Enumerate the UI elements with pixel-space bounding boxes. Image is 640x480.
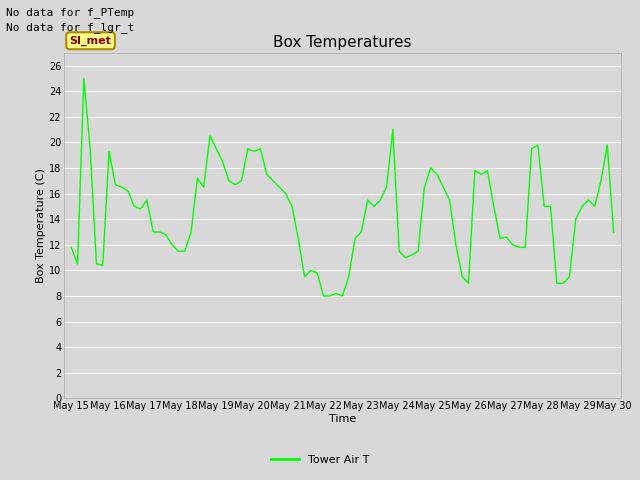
X-axis label: Time: Time xyxy=(329,414,356,424)
Title: Box Temperatures: Box Temperatures xyxy=(273,35,412,50)
Legend: Tower Air T: Tower Air T xyxy=(266,451,374,469)
Y-axis label: Box Temperature (C): Box Temperature (C) xyxy=(36,168,46,283)
Text: SI_met: SI_met xyxy=(70,36,111,46)
Text: No data for f_lgr_t: No data for f_lgr_t xyxy=(6,22,134,33)
Text: No data for f_PTemp: No data for f_PTemp xyxy=(6,7,134,18)
